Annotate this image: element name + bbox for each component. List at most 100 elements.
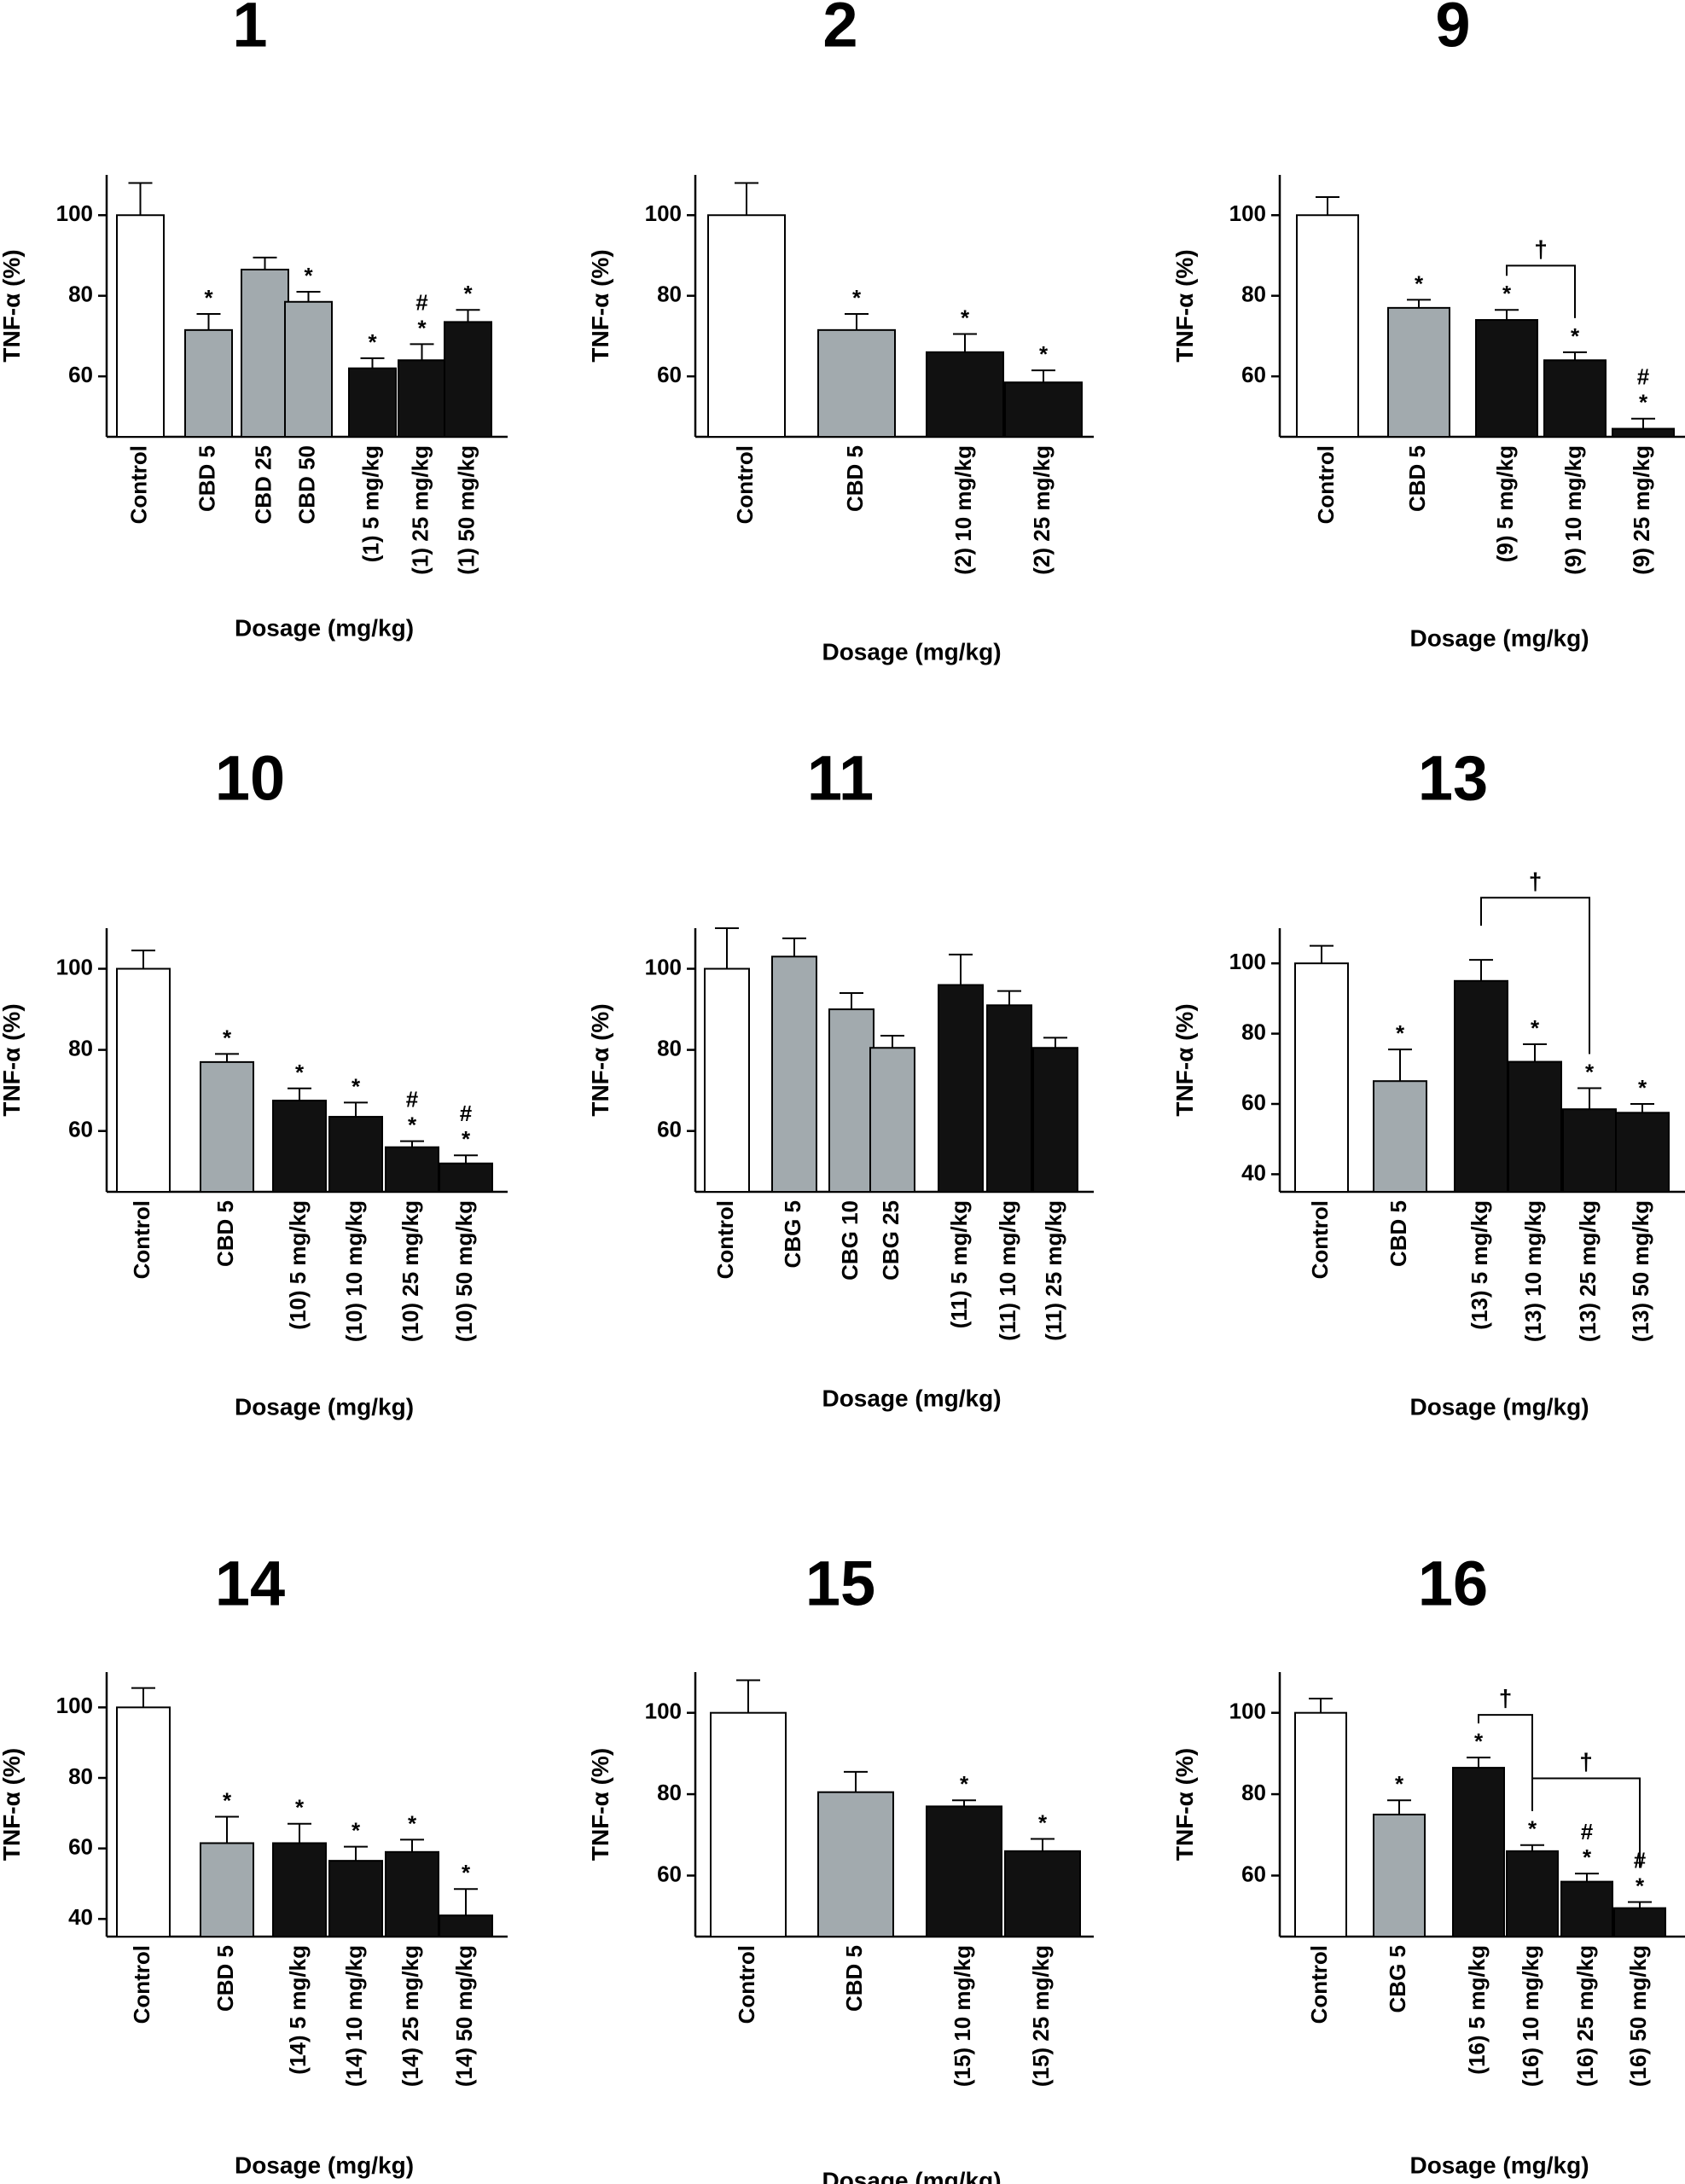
x-tick-label: (1) 50 mg/kg	[453, 445, 479, 575]
x-tick-label: CBD 50	[293, 445, 319, 524]
comparison-bracket	[1480, 897, 1590, 1054]
bar	[1475, 319, 1538, 438]
significance-mark: #	[415, 289, 428, 315]
y-tick-label: 60	[1241, 1861, 1266, 1886]
significance-mark: *	[304, 263, 313, 288]
significance-mark: #	[1581, 1819, 1594, 1844]
chart-panel-16: 16 TNF-α (%) 60 80 100 Control * CBG 5 * (16) 5 m…	[1171, 1548, 1685, 2178]
significance-mark: *	[223, 1787, 232, 1813]
x-tick-label: Control	[712, 1200, 738, 1279]
chart-panel-11: 11 TNF-α (%) 60 80 100 Control CBG 5 CBG 10 CBG …	[587, 743, 1094, 1411]
x-tick-label: (14) 25 mg/kg	[398, 1945, 423, 2087]
x-tick-label: (15) 25 mg/kg	[1028, 1945, 1054, 2087]
significance-mark: *	[961, 305, 970, 331]
bar	[1373, 1813, 1426, 1938]
significance-mark: *	[1583, 1844, 1592, 1870]
x-axis-label: Dosage (mg/kg)	[822, 638, 1001, 665]
bar	[385, 1146, 439, 1193]
significance-mark: *	[462, 1126, 471, 1152]
bar	[1294, 1711, 1347, 1937]
x-tick-label: CBD 25	[250, 445, 276, 524]
significance-mark: *	[852, 285, 862, 311]
x-tick-label: (10) 5 mg/kg	[285, 1200, 311, 1330]
bar	[328, 1860, 383, 1937]
chart-panel-15: 15 TNF-α (%) 60 80 100 Control CBD 5 * (15) 10 m…	[587, 1548, 1094, 2184]
chart-title: 16	[1418, 1548, 1488, 1619]
x-tick-label: CBD 5	[1404, 445, 1430, 512]
bar	[348, 367, 397, 439]
bar	[710, 1711, 787, 1937]
chart-title: 11	[807, 743, 874, 814]
bar	[817, 1791, 894, 1938]
bar	[328, 1116, 383, 1193]
x-tick-label: Control	[125, 445, 151, 524]
y-tick-label: 100	[645, 954, 682, 979]
bar	[1506, 1850, 1559, 1938]
y-tick-label: 60	[657, 362, 682, 387]
y-tick-label: 100	[1229, 200, 1266, 226]
dagger-mark: †	[1529, 868, 1543, 894]
x-tick-label: Control	[129, 1200, 154, 1279]
x-tick-label: (9) 5 mg/kg	[1492, 445, 1518, 562]
chart-title: 2	[822, 0, 857, 61]
chart-title: 10	[215, 743, 285, 814]
bar	[817, 328, 896, 439]
x-tick-label: (2) 10 mg/kg	[950, 445, 976, 575]
y-axis-label: TNF-α (%)	[0, 1748, 25, 1861]
x-tick-label: Control	[129, 1945, 154, 2024]
bar	[986, 1004, 1032, 1194]
bar	[1562, 1108, 1617, 1194]
y-tick-label: 60	[1241, 1089, 1266, 1115]
x-tick-label: (15) 10 mg/kg	[950, 1945, 975, 2087]
y-axis-label: TNF-α (%)	[587, 1748, 613, 1861]
significance-mark: *	[408, 1112, 417, 1138]
dagger-mark: †	[1499, 1685, 1513, 1711]
bar	[828, 1008, 874, 1193]
y-tick-label: 80	[1241, 1780, 1266, 1805]
x-tick-label: (10) 25 mg/kg	[398, 1200, 423, 1342]
x-tick-label: CBD 5	[842, 445, 868, 512]
y-tick-label: 80	[657, 282, 682, 307]
chart-title: 1	[232, 0, 267, 61]
y-axis-label: TNF-α (%)	[1171, 1003, 1198, 1116]
x-tick-label: (16) 10 mg/kg	[1518, 1945, 1543, 2087]
y-tick-label: 100	[1229, 949, 1266, 974]
x-axis-label: Dosage (mg/kg)	[1409, 624, 1589, 651]
bar	[398, 359, 446, 438]
x-axis-label: Dosage (mg/kg)	[822, 1385, 1001, 1411]
y-tick-label: 60	[657, 1117, 682, 1142]
bar	[1294, 962, 1349, 1193]
bar	[1612, 427, 1675, 438]
x-tick-label: CBG 10	[837, 1200, 863, 1281]
bar	[1032, 1047, 1078, 1193]
bar	[1613, 1907, 1666, 1938]
y-tick-label: 80	[1241, 282, 1266, 307]
bar	[116, 214, 165, 438]
chart-panel-1: 1 TNF-α (%) 60 80 100 Control * CBD 5 CBD 25 * CBD…	[0, 0, 508, 641]
x-tick-label: CBG 5	[1385, 1945, 1410, 2013]
x-axis-label: Dosage (mg/kg)	[235, 1393, 414, 1420]
y-tick-label: 100	[645, 200, 682, 226]
x-tick-label: (13) 25 mg/kg	[1575, 1200, 1601, 1342]
significance-mark: #	[406, 1087, 419, 1112]
x-tick-label: (16) 50 mg/kg	[1625, 1945, 1651, 2087]
significance-mark: *	[1039, 341, 1049, 367]
dagger-mark: †	[1579, 1748, 1593, 1774]
comparison-bracket	[1506, 264, 1576, 318]
bar	[1508, 1060, 1562, 1194]
bar	[771, 956, 817, 1194]
significance-mark: #	[1637, 364, 1650, 390]
x-tick-label: (1) 25 mg/kg	[407, 445, 433, 575]
x-tick-label: CBG 5	[780, 1200, 805, 1268]
bar	[926, 1805, 1002, 1937]
significance-mark: *	[960, 1771, 969, 1797]
significance-mark: *	[1502, 281, 1512, 306]
bar	[1004, 1850, 1081, 1938]
significance-mark: *	[295, 1795, 305, 1821]
x-tick-label: Control	[1306, 1945, 1332, 2024]
x-tick-label: (16) 25 mg/kg	[1572, 1945, 1598, 2087]
bar	[116, 1706, 171, 1938]
bar	[938, 984, 984, 1193]
bar	[926, 351, 1004, 439]
comparison-bracket	[1531, 1777, 1641, 1868]
